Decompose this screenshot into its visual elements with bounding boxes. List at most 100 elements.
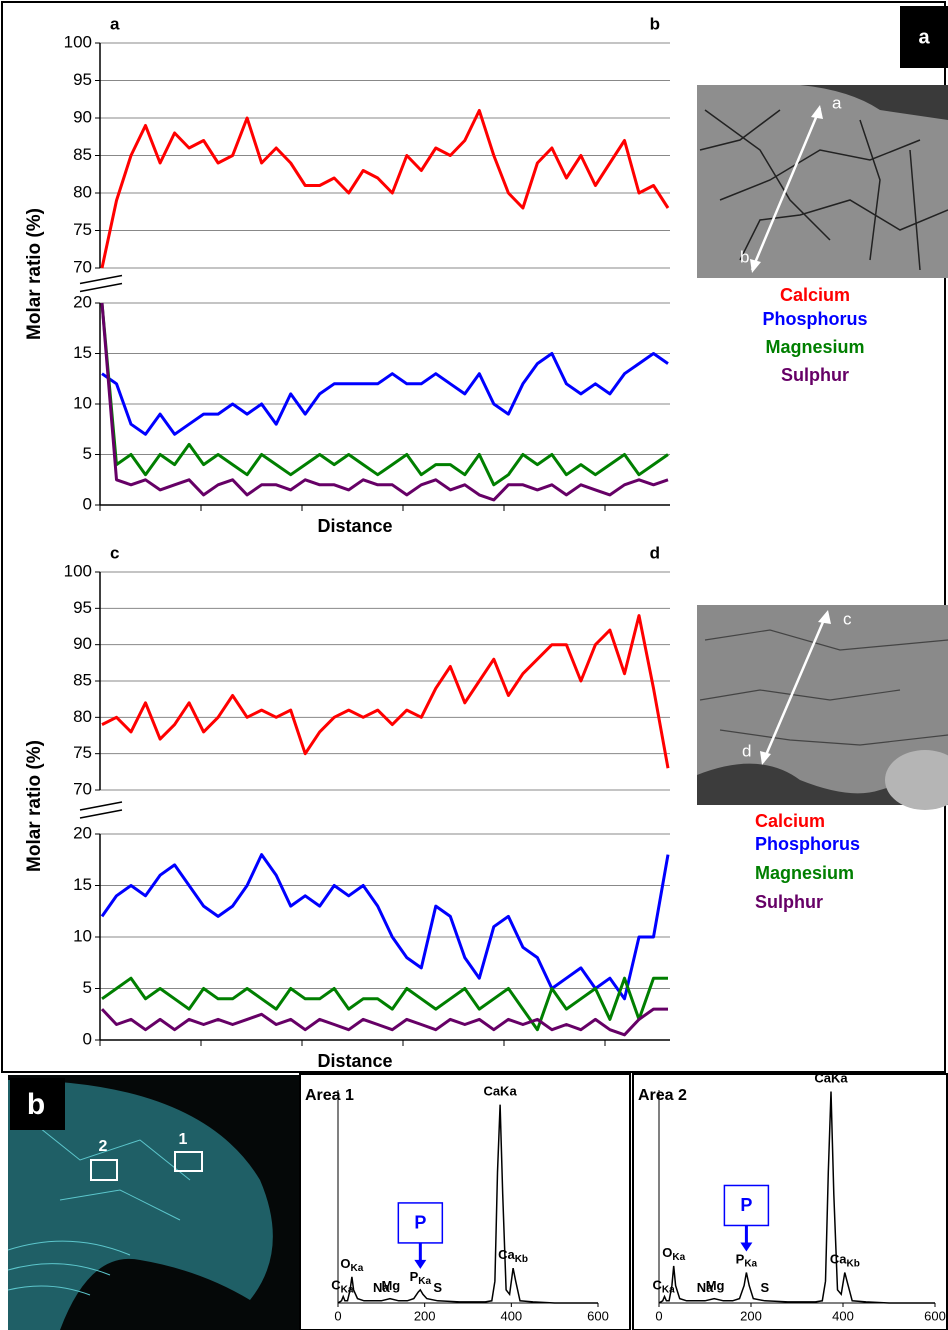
peak-label: PKa — [410, 1269, 432, 1286]
y-tick-label: 15 — [73, 343, 92, 362]
y-tick-label: 70 — [73, 779, 92, 798]
legend-entry: Phosphorus — [762, 309, 867, 329]
y-tick-label: 20 — [73, 292, 92, 311]
series-line — [101, 352, 669, 436]
x-tick-label: 400 — [500, 1308, 522, 1323]
series-line — [101, 976, 668, 1032]
image-label: c — [843, 609, 852, 628]
legend-entry: Calcium — [755, 811, 825, 831]
y-tick-label: 85 — [73, 145, 92, 164]
y-tick-label: 10 — [73, 393, 92, 412]
callout-box — [397, 1202, 444, 1244]
peak-label: OKa — [662, 1245, 685, 1262]
peak-label-sub: Ka — [662, 1284, 675, 1295]
y-tick-label: 5 — [83, 444, 92, 463]
series-line — [100, 853, 670, 1001]
peak-label-sub: Ka — [672, 1252, 685, 1263]
peak-label: OKa — [340, 1256, 363, 1273]
y-tick-label: 80 — [73, 182, 92, 201]
panel-a-border — [1, 1, 946, 1073]
micrograph — [697, 85, 948, 278]
peak-label: Na — [373, 1280, 390, 1295]
peak-label-sub: Ka — [418, 1276, 431, 1287]
series-line — [101, 614, 670, 769]
peak-label: CaKb — [830, 1252, 860, 1269]
peak-label-main: C — [331, 1278, 341, 1293]
peak-label-sub: Ka — [341, 1284, 354, 1295]
peak-label-main: P — [736, 1252, 745, 1267]
peak-label: CKa — [331, 1278, 354, 1295]
panel-label: a — [918, 26, 930, 48]
y-tick-label: 100 — [64, 561, 92, 580]
area-label: 1 — [179, 1131, 188, 1148]
x-tick-label: 400 — [832, 1308, 854, 1323]
peak-label-main: Mg — [706, 1278, 725, 1293]
micrograph — [7, 1075, 300, 1330]
y-tick-label: 90 — [73, 634, 92, 653]
end-label: d — [650, 543, 660, 562]
legend-entry: Calcium — [780, 285, 850, 305]
peak-label-main: CaKa — [814, 1071, 848, 1086]
legend-entry: Sulphur — [755, 892, 823, 912]
start-label: a — [110, 14, 120, 33]
peak-label-main: S — [760, 1280, 769, 1295]
peak-label-main: P — [410, 1269, 419, 1284]
peak-label-sub: Kb — [846, 1258, 859, 1269]
spectrum-line — [337, 1104, 598, 1304]
x-tick-label: 600 — [587, 1308, 609, 1323]
callout-label: P — [414, 1213, 426, 1233]
y-tick-label: 80 — [73, 707, 92, 726]
y-tick-label: 75 — [73, 743, 92, 762]
peak-label-sub: Ka — [744, 1258, 757, 1269]
peak-label: Mg — [381, 1278, 400, 1293]
legend-entry: Magnesium — [755, 863, 854, 883]
start-label: c — [110, 543, 119, 562]
end-label: b — [650, 14, 660, 33]
micrograph — [697, 605, 948, 810]
panel-label: b — [27, 1088, 45, 1121]
peak-label-sub: Ka — [351, 1262, 364, 1273]
x-tick-label: 0 — [334, 1308, 341, 1323]
x-tick-label: 200 — [740, 1308, 762, 1323]
spectrum-line — [658, 1091, 935, 1304]
y-axis-label: Molar ratio (%) — [24, 740, 45, 872]
peak-label-main: C — [653, 1278, 663, 1293]
y-tick-label: 75 — [73, 220, 92, 239]
y-tick-label: 90 — [73, 107, 92, 126]
peak-label: Na — [697, 1280, 714, 1295]
peak-label-main: CaKa — [483, 1084, 517, 1099]
y-tick-label: 10 — [73, 926, 92, 945]
peak-label: CaKa — [483, 1084, 517, 1099]
peak-label: CaKa — [814, 1071, 848, 1086]
legend-entry: Phosphorus — [755, 834, 860, 854]
peak-label-main: Na — [697, 1280, 714, 1295]
legend-entry: Magnesium — [765, 337, 864, 357]
image-label: b — [740, 247, 749, 266]
peak-label: CKa — [653, 1278, 676, 1295]
series-line — [100, 109, 670, 269]
callout-arrowhead — [740, 1242, 753, 1252]
y-axis-label: Molar ratio (%) — [24, 208, 45, 340]
y-tick-label: 0 — [83, 494, 92, 513]
image-label: d — [742, 741, 751, 760]
y-tick-label: 5 — [83, 978, 92, 997]
y-tick-label: 20 — [73, 823, 92, 842]
spectrum-title: Area 2 — [638, 1087, 687, 1104]
x-tick-label: 0 — [655, 1308, 662, 1323]
axis-break — [79, 801, 123, 819]
x-axis-label: Distance — [317, 516, 392, 536]
peak-label: CaKb — [498, 1248, 528, 1265]
axis-break — [79, 274, 123, 293]
peak-label: Mg — [706, 1278, 725, 1293]
panel-a-tag — [900, 6, 948, 68]
peak-label-main: Ca — [498, 1248, 515, 1263]
y-tick-label: 95 — [73, 598, 92, 617]
y-tick-label: 95 — [73, 70, 92, 89]
area-label: 2 — [99, 1138, 108, 1155]
peak-label: PKa — [736, 1252, 758, 1269]
x-tick-label: 200 — [414, 1308, 436, 1323]
peak-label-main: Na — [373, 1280, 390, 1295]
callout-arrowhead — [414, 1259, 427, 1269]
